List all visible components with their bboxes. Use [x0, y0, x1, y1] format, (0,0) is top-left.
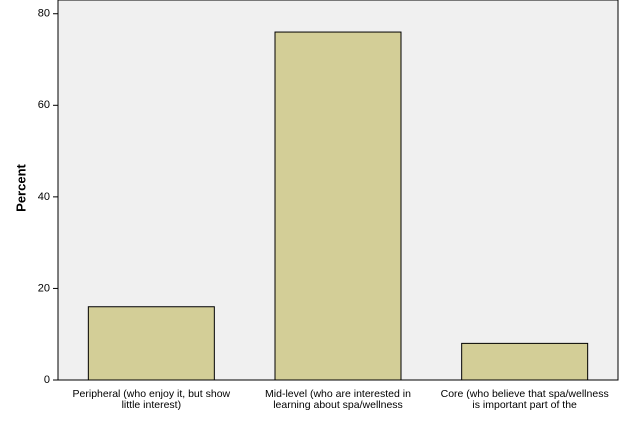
y-tick-label: 40 — [38, 191, 50, 203]
x-tick-label: Mid-level (who are interested in learnin… — [265, 388, 411, 411]
bar — [87, 306, 215, 381]
bar — [274, 31, 402, 381]
y-axis-label: Percent — [13, 163, 28, 211]
x-tick-label: Peripheral (who enjoy it, but show littl… — [72, 388, 231, 411]
y-tick-label: 80 — [38, 8, 50, 20]
y-tick-label: 0 — [44, 374, 50, 386]
y-tick-label: 60 — [38, 99, 50, 111]
y-tick-label: 20 — [38, 282, 50, 294]
bar — [461, 342, 589, 381]
x-tick-label: Core (who believe that spa/wellness is i… — [440, 388, 609, 411]
